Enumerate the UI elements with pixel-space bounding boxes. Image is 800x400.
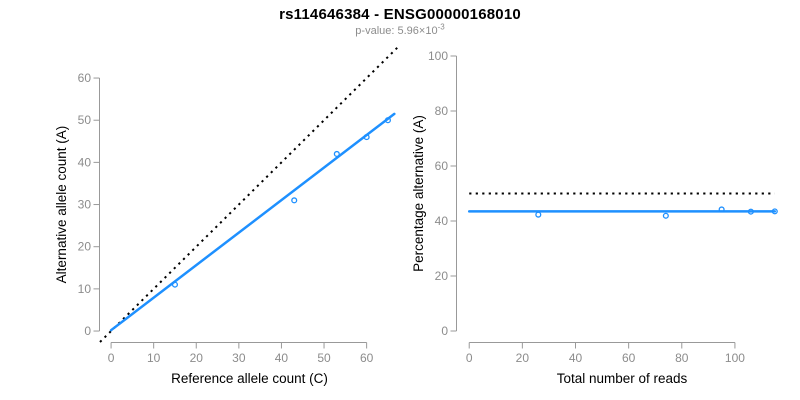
x-tick-label: 0 (108, 351, 115, 365)
y-tick-label: 40 (78, 155, 92, 169)
x-tick-label: 0 (466, 351, 473, 365)
y-tick-label: 80 (435, 104, 449, 118)
x-tick-label: 10 (147, 351, 161, 365)
data-point (718, 206, 725, 213)
y-tick-label: 30 (78, 198, 92, 212)
y-tick-label: 10 (78, 282, 92, 296)
y-axis-title: Alternative allele count (A) (54, 126, 69, 284)
data-point (662, 212, 669, 219)
data-point (291, 197, 298, 204)
identity-line (99, 45, 400, 343)
fit-line (109, 112, 396, 332)
data-point (363, 134, 370, 141)
x-tick-label: 20 (190, 351, 204, 365)
y-tick-label: 40 (435, 214, 449, 228)
allele-count-scatter: 0 10 20 30 40 50 60 0 10 20 30 40 50 60 Reference alle… (54, 45, 400, 386)
data-point (535, 211, 542, 218)
y-tick-label: 0 (84, 324, 91, 338)
pvalue-exponent: -3 (437, 22, 445, 32)
x-tick-label: 60 (360, 351, 374, 365)
pvalue-text: p-value: 5.96×10 (355, 25, 438, 37)
page-title: rs114646384 - ENSG00000168010 (279, 6, 521, 23)
data-point (333, 150, 340, 157)
x-tick-label: 20 (516, 351, 530, 365)
data-point (171, 281, 179, 288)
x-tick-label: 60 (622, 351, 636, 365)
y-tick-label: 20 (435, 269, 449, 283)
data-point (747, 208, 754, 215)
percentage-scatter: 0 20 40 60 80 100 0 20 40 60 80 100 Total number of … (411, 49, 778, 386)
pvalue-subtitle: p-value: 5.96×10-3 (0, 22, 800, 37)
y-axis-title: Percentage alternative (A) (411, 115, 426, 272)
x-tick-label: 80 (675, 351, 689, 365)
y-tick-label: 0 (441, 324, 448, 338)
x-tick-label: 40 (569, 351, 583, 365)
x-tick-label: 30 (232, 351, 246, 365)
data-point (384, 117, 391, 124)
y-tick-label: 100 (428, 49, 448, 63)
data-point (771, 208, 778, 215)
y-tick-label: 20 (78, 240, 92, 254)
y-tick-label: 50 (78, 113, 92, 127)
x-tick-label: 50 (317, 351, 331, 365)
y-tick-label: 60 (435, 159, 449, 173)
x-axis-title: Reference allele count (C) (171, 371, 328, 386)
x-tick-label: 100 (725, 351, 745, 365)
y-tick-label: 60 (78, 71, 92, 85)
x-axis-title: Total number of reads (557, 371, 688, 386)
x-tick-label: 40 (275, 351, 289, 365)
